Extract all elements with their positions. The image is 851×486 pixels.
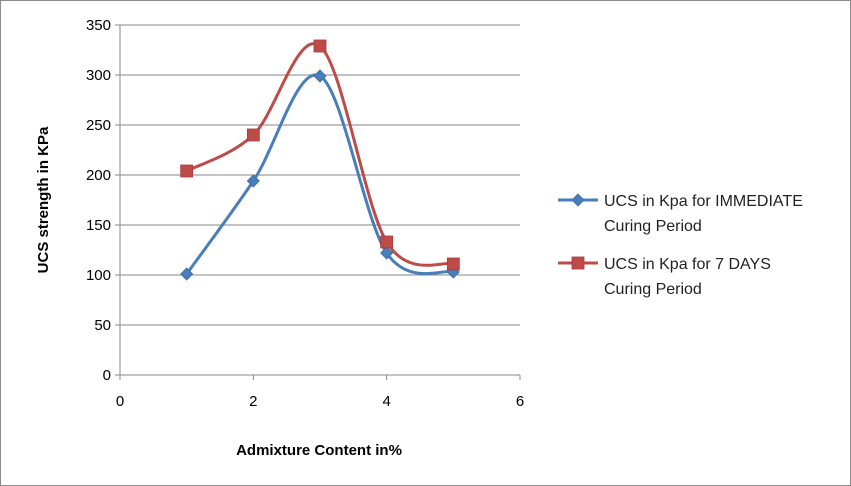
legend-label: UCS in Kpa for 7 DAYS xyxy=(604,256,771,273)
x-tick-label: 6 xyxy=(516,393,524,410)
x-tick-label: 2 xyxy=(249,393,257,410)
data-point xyxy=(180,164,194,178)
legend-entry-1: UCS in Kpa for IMMEDIATE Curing Period xyxy=(558,193,803,235)
y-tick-labels: 0 50 100 150 200 250 300 350 xyxy=(86,17,111,384)
x-tick-label: 4 xyxy=(382,393,390,410)
legend-entry-2: UCS in Kpa for 7 DAYS Curing Period xyxy=(558,256,771,298)
y-tick-label: 200 xyxy=(86,167,111,184)
data-point xyxy=(380,235,394,249)
legend-marker xyxy=(571,193,585,207)
y-tick-label: 50 xyxy=(94,317,111,334)
axes xyxy=(115,24,521,380)
y-tick-label: 350 xyxy=(86,17,111,34)
data-point xyxy=(446,257,460,271)
y-tick-label: 100 xyxy=(86,267,111,284)
data-point xyxy=(246,174,260,188)
x-tick-labels: 0 2 4 6 xyxy=(116,393,524,410)
data-point xyxy=(313,39,327,53)
data-point xyxy=(380,246,394,260)
data-point xyxy=(313,69,327,83)
y-tick-label: 0 xyxy=(103,367,111,384)
y-tick-label: 150 xyxy=(86,217,111,234)
legend-marker xyxy=(571,256,585,270)
y-tick-label: 250 xyxy=(86,117,111,134)
data-point xyxy=(180,267,194,281)
x-axis-title: Admixture Content in% xyxy=(236,442,402,459)
series-1 xyxy=(180,69,460,281)
legend-label: Curing Period xyxy=(604,281,702,298)
legend-label: Curing Period xyxy=(604,218,702,235)
series-layer xyxy=(180,39,460,281)
series-2 xyxy=(180,39,460,271)
series-line xyxy=(185,73,454,276)
x-tick-label: 0 xyxy=(116,393,124,410)
y-axis-title: UCS strength in KPa xyxy=(35,126,52,273)
data-point xyxy=(246,128,260,142)
y-tick-label: 300 xyxy=(86,67,111,84)
legend-label: UCS in Kpa for IMMEDIATE xyxy=(604,193,803,210)
